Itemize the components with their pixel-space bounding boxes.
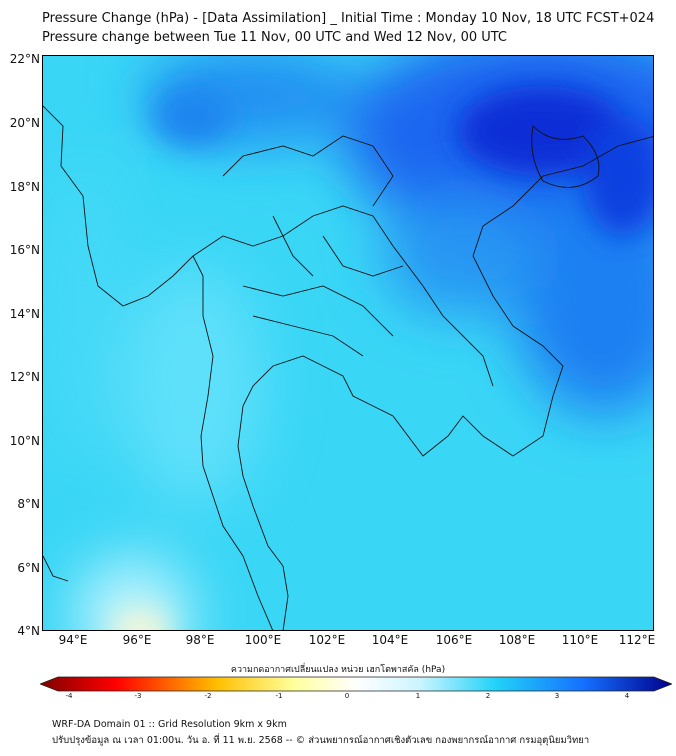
colorbar-tick: -4: [65, 692, 73, 700]
lat-label: 6°N: [17, 561, 40, 575]
colorbar-tick: -2: [204, 692, 212, 700]
lon-label: 112°E: [618, 633, 656, 647]
lat-label: 4°N: [17, 624, 40, 638]
lon-label: 96°E: [122, 633, 152, 647]
lat-label: 10°N: [9, 434, 40, 448]
lon-label: 106°E: [435, 633, 473, 647]
colorbar-tick: 4: [624, 692, 630, 700]
lon-label: 102°E: [308, 633, 346, 647]
lon-label: 108°E: [498, 633, 536, 647]
lon-label: 110°E: [561, 633, 599, 647]
colorbar-tick: -3: [134, 692, 142, 700]
lat-label: 12°N: [9, 370, 40, 384]
lon-label: 98°E: [185, 633, 215, 647]
lat-label: 14°N: [9, 307, 40, 321]
lat-label: 22°N: [9, 52, 40, 66]
colorbar-tick: 3: [554, 692, 560, 700]
lat-label: 8°N: [17, 497, 40, 511]
footer-domain-info: WRF-DA Domain 01 :: Grid Resolution 9km …: [52, 719, 287, 730]
colorbar-title: ความกดอากาศเปลี่ยนแปลง หน่วย เฮกโตพาสคัล…: [230, 665, 446, 675]
footer-update-info: ปรับปรุงข้อมูล ณ เวลา 01:00น. วัน อ. ที่…: [52, 735, 590, 746]
pressure-change-map: [42, 55, 654, 631]
lon-label: 94°E: [58, 633, 88, 647]
colorbar-tick: 0: [344, 692, 350, 700]
map-title: Pressure Change (hPa) - [Data Assimilati…: [42, 11, 655, 26]
colorbar-tick: -1: [275, 692, 283, 700]
lat-label: 18°N: [9, 180, 40, 194]
colorbar-tick: 1: [415, 692, 421, 700]
lon-label: 104°E: [371, 633, 409, 647]
colorbar: [40, 676, 672, 692]
lon-label: 100°E: [244, 633, 282, 647]
colorbar-tick: 2: [485, 692, 491, 700]
map-subtitle: Pressure change between Tue 11 Nov, 00 U…: [42, 30, 508, 45]
lat-label: 20°N: [9, 116, 40, 130]
lat-label: 16°N: [9, 243, 40, 257]
